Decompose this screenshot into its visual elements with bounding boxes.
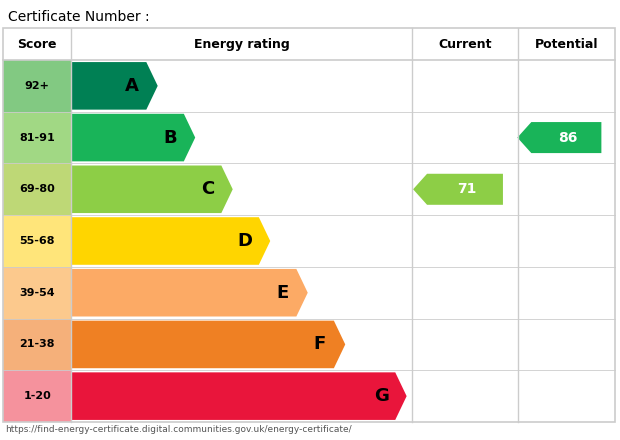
Polygon shape: [71, 217, 270, 265]
Bar: [3, 215, 71, 267]
Text: 92+: 92+: [25, 81, 50, 91]
Text: 39-54: 39-54: [19, 288, 55, 298]
Text: E: E: [277, 284, 288, 302]
Bar: [3, 163, 71, 215]
Text: 71: 71: [457, 182, 476, 196]
Text: https://find-energy-certificate.digital.communities.gov.uk/energy-certificate/: https://find-energy-certificate.digital.…: [5, 425, 352, 434]
Polygon shape: [71, 372, 407, 420]
Text: Score: Score: [17, 37, 57, 51]
Polygon shape: [71, 165, 232, 213]
Bar: [3, 319, 71, 370]
Text: 81-91: 81-91: [19, 132, 55, 143]
Polygon shape: [71, 321, 345, 368]
Bar: [3, 28, 615, 422]
Polygon shape: [71, 114, 195, 161]
Text: B: B: [163, 128, 177, 147]
Text: 55-68: 55-68: [19, 236, 55, 246]
Text: Energy rating: Energy rating: [194, 37, 290, 51]
Text: C: C: [201, 180, 214, 198]
Text: F: F: [314, 335, 326, 353]
Bar: [3, 370, 71, 422]
Bar: [3, 60, 71, 112]
Polygon shape: [71, 62, 157, 110]
Bar: [3, 112, 71, 163]
Text: Current: Current: [438, 37, 492, 51]
Text: Potential: Potential: [534, 37, 598, 51]
Text: 21-38: 21-38: [19, 339, 55, 349]
Text: 69-80: 69-80: [19, 184, 55, 194]
Bar: [3, 28, 615, 60]
Text: Certificate Number :: Certificate Number :: [8, 10, 149, 24]
Bar: [3, 267, 71, 319]
Text: 1-20: 1-20: [24, 391, 51, 401]
Polygon shape: [517, 122, 601, 153]
Text: D: D: [237, 232, 252, 250]
Polygon shape: [71, 269, 308, 316]
Text: G: G: [374, 387, 389, 405]
Text: 86: 86: [558, 131, 577, 145]
Text: A: A: [125, 77, 140, 95]
Polygon shape: [413, 174, 503, 205]
